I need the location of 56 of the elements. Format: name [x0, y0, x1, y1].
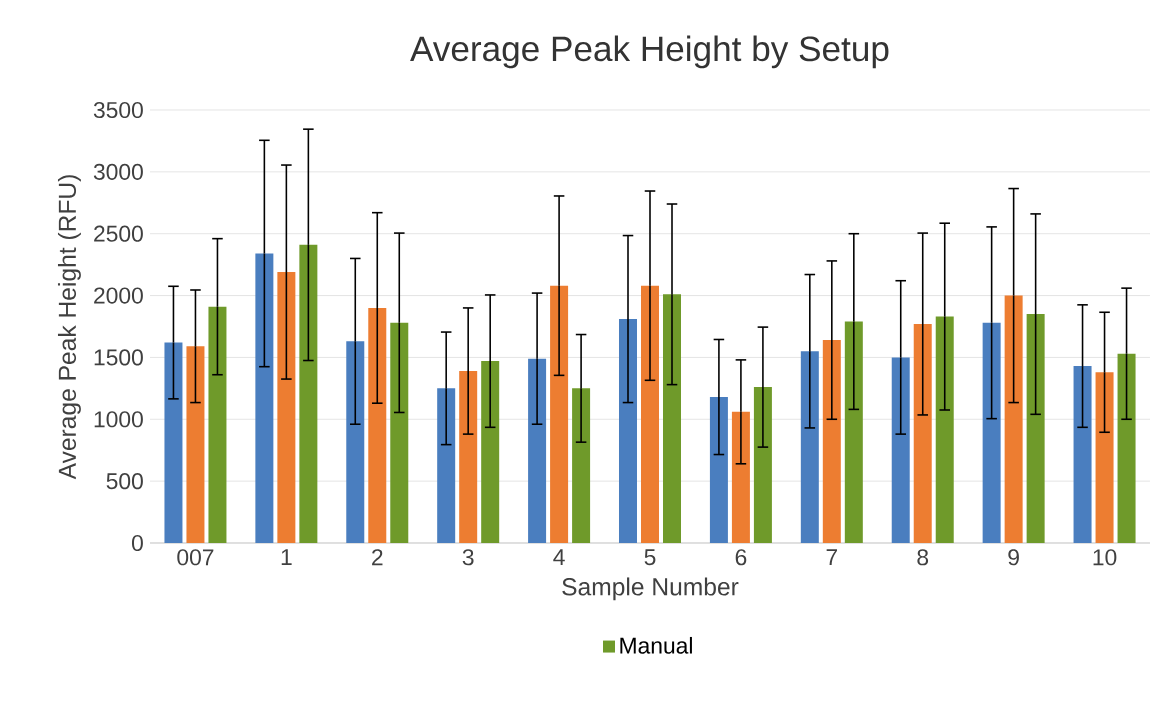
x-tick-label: 1 [281, 549, 292, 565]
bar [800, 351, 819, 543]
bar [346, 341, 365, 543]
bar [1095, 372, 1114, 543]
y-tick-label: 3500 [93, 101, 143, 119]
bar [731, 411, 750, 543]
legend-label: Manual [620, 636, 692, 654]
bar [255, 253, 274, 543]
bar [1073, 366, 1092, 543]
bar [208, 306, 227, 543]
bar [481, 361, 500, 543]
bar [844, 321, 863, 543]
x-tick-label: 4 [553, 549, 565, 565]
bar [891, 357, 910, 543]
bar [1004, 295, 1023, 543]
bar [390, 322, 409, 543]
bar [822, 340, 841, 543]
bar [550, 285, 569, 543]
bar [277, 272, 296, 543]
bar [299, 244, 318, 543]
bar [913, 324, 932, 543]
chart-title: Average Peak Height by Setup [410, 35, 889, 69]
y-tick-label: 0 [131, 534, 143, 552]
bar [753, 387, 772, 543]
bar [709, 397, 728, 543]
bar [164, 342, 183, 543]
bar [528, 358, 547, 543]
bar [1117, 353, 1136, 543]
y-tick-label: 500 [106, 473, 143, 490]
x-tick-label: 7 [826, 549, 838, 565]
x-tick-label: 007 [177, 549, 214, 566]
x-tick-label: 10 [1093, 549, 1117, 566]
x-tick-label: 8 [917, 549, 929, 566]
bar [663, 294, 681, 543]
x-tick-label: 6 [735, 549, 747, 566]
bar [572, 388, 591, 543]
bar [459, 371, 478, 543]
x-tick-label: 5 [644, 549, 656, 566]
y-tick-label: 2000 [94, 287, 143, 304]
x-tick-label: 3 [462, 549, 474, 566]
y-axis-title: Average Peak Height (RFU) [57, 175, 81, 480]
bar [1026, 314, 1045, 543]
x-axis-title: Sample Number [562, 577, 739, 601]
y-tick-label: 1000 [94, 411, 143, 428]
bar [186, 346, 205, 543]
bar [437, 388, 456, 543]
x-tick-label: 2 [372, 549, 383, 566]
bar [982, 322, 1001, 543]
bar [641, 285, 659, 543]
bar [935, 316, 954, 543]
bar [368, 307, 387, 543]
y-tick-label: 1500 [94, 349, 143, 366]
bar [619, 319, 637, 543]
y-tick-label: 3000 [93, 163, 143, 180]
x-tick-label: 9 [1008, 549, 1019, 566]
y-tick-label: 2500 [94, 225, 143, 242]
